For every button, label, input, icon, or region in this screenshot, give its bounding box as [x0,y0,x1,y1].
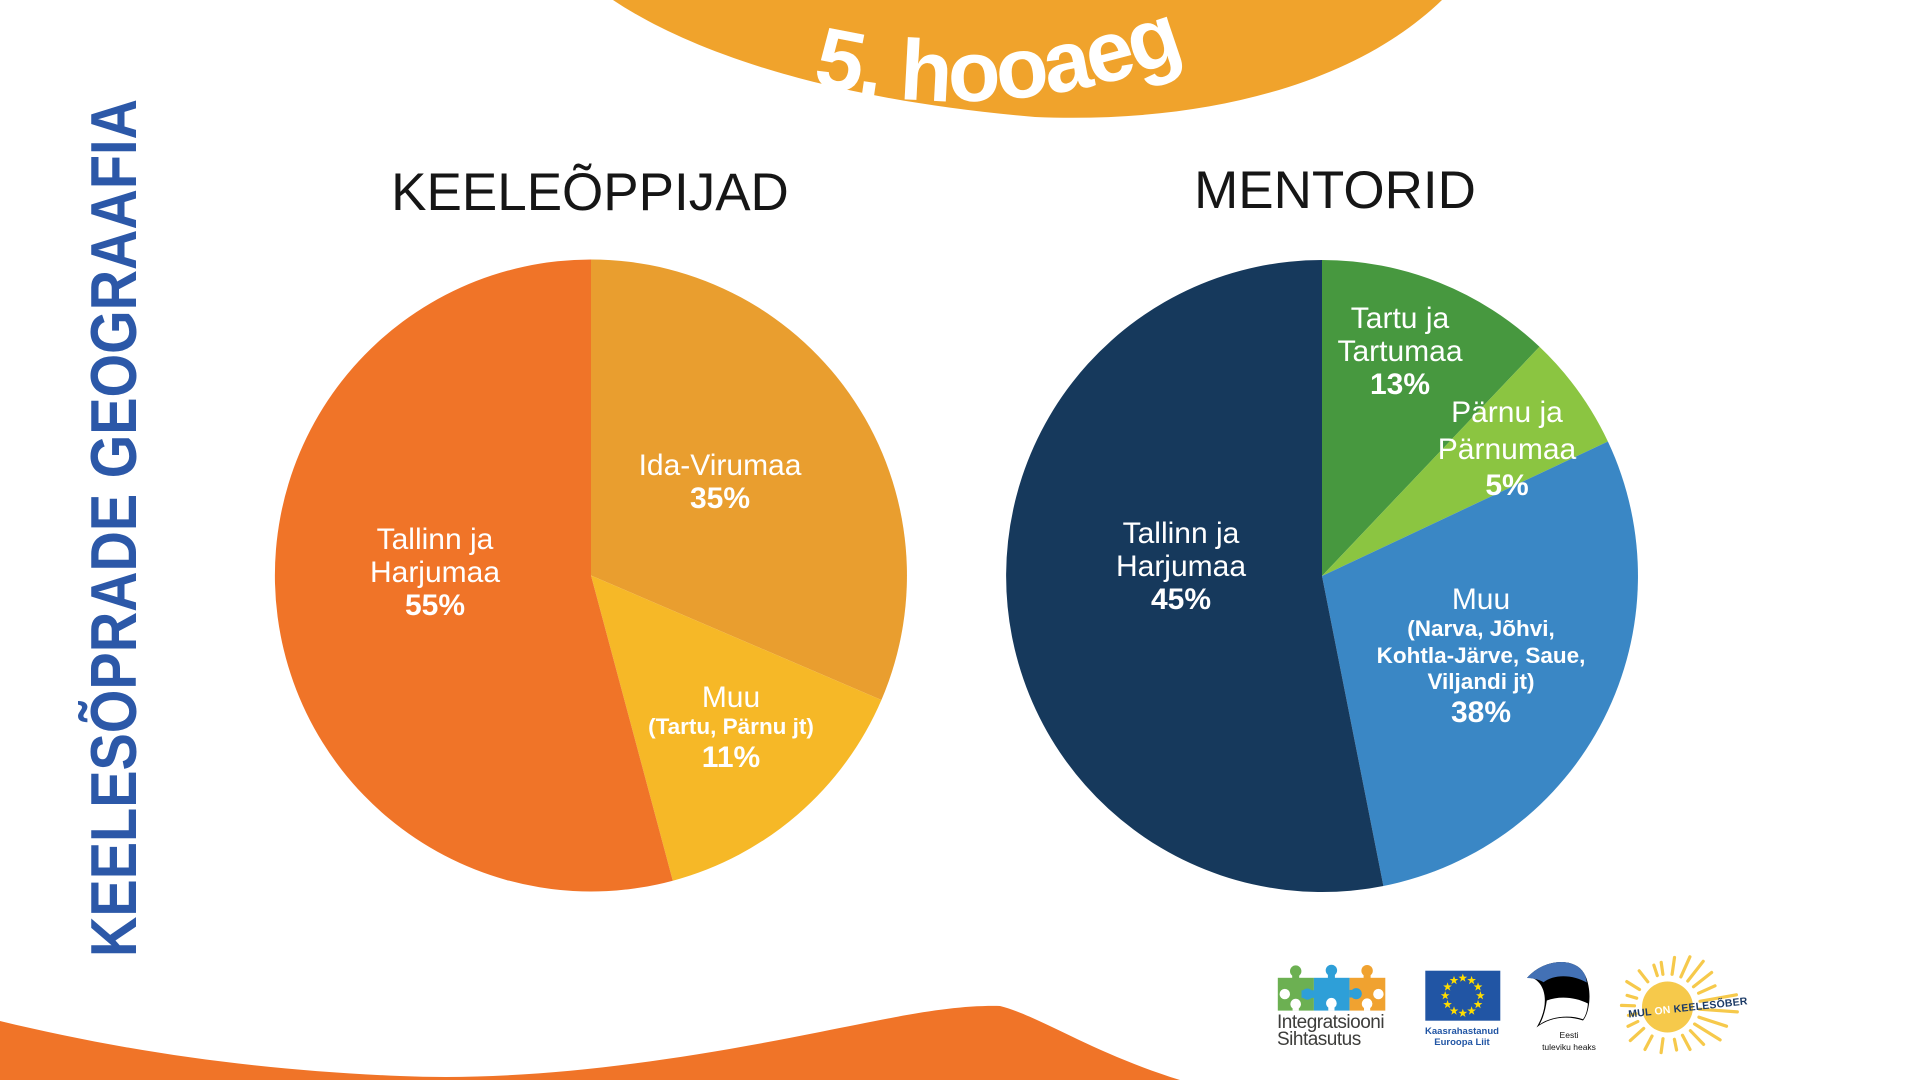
svg-text:KEELESÕPRADE GEOGRAAFIA: KEELESÕPRADE GEOGRAAFIA [77,99,150,957]
